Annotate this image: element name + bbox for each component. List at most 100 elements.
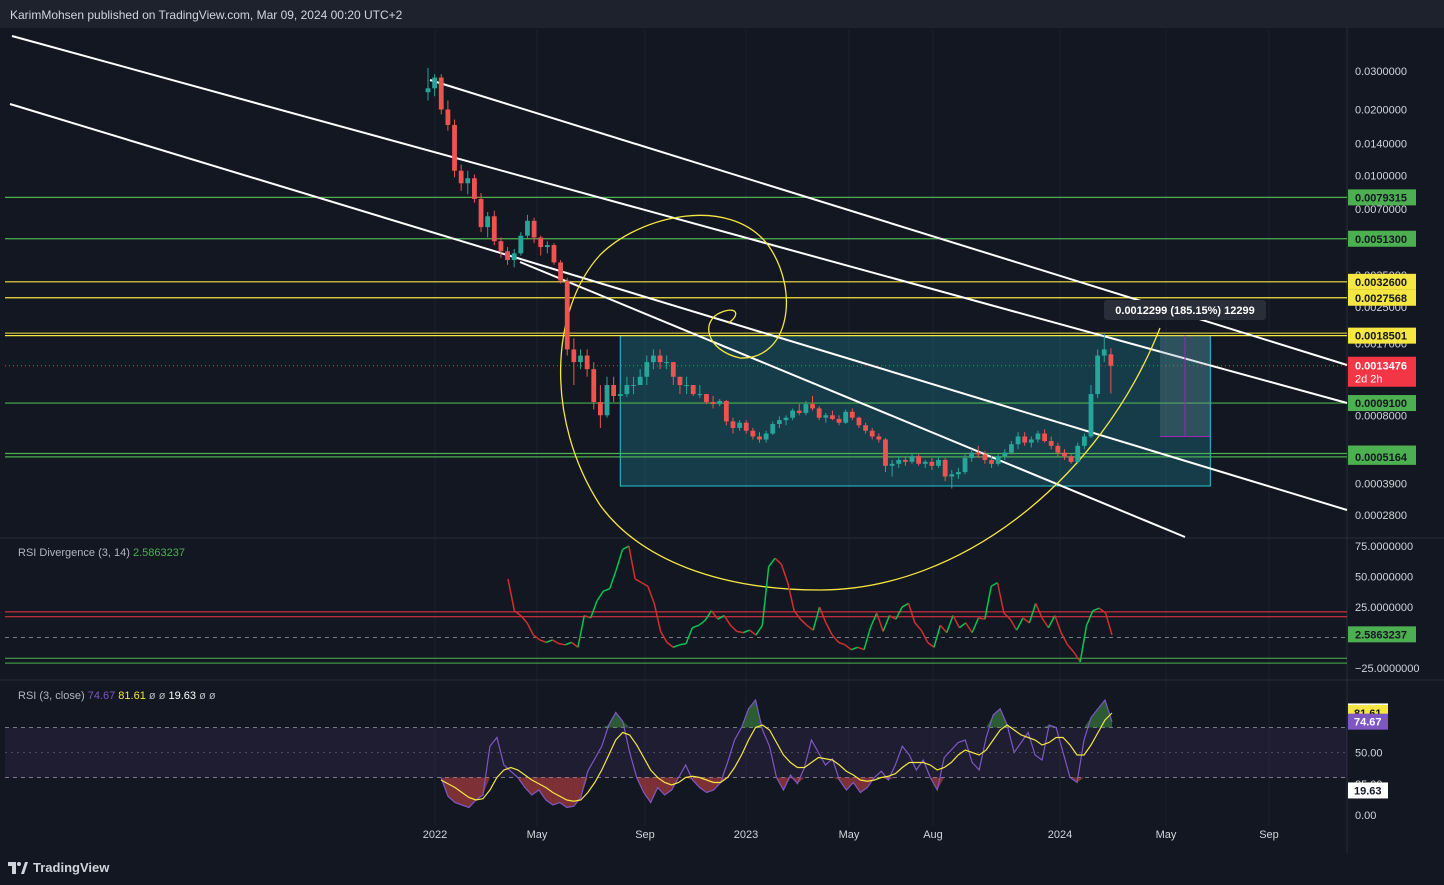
currency-button[interactable]: USDT — [1352, 32, 1432, 58]
candle — [690, 385, 696, 396]
rsi-div-segment — [755, 624, 763, 636]
price-tick-label: 0.0008000 — [1355, 410, 1407, 422]
rsi-div-segment — [647, 585, 655, 604]
rsi-overbought-fill — [1091, 708, 1099, 728]
level-tag-bg — [1348, 395, 1416, 412]
candle-body — [995, 456, 1001, 464]
rsi-div-segment — [641, 581, 649, 587]
candle — [1035, 430, 1041, 443]
candle — [730, 417, 736, 434]
close-label: C — [366, 36, 375, 48]
rsi-div-segment — [768, 557, 776, 568]
rsi-v7: ø — [208, 690, 216, 702]
rsi-v2: 81.61 — [118, 690, 146, 702]
candle — [889, 459, 895, 477]
price-tick-label: 0.0012000 — [1355, 372, 1407, 384]
candle-body — [750, 430, 756, 437]
candle — [677, 376, 683, 395]
candle — [1042, 429, 1047, 443]
candle-body — [518, 235, 524, 254]
candle-body — [1068, 456, 1074, 462]
candle-body — [538, 237, 544, 248]
rsi-div-segment — [914, 622, 922, 631]
candle-body — [1015, 436, 1021, 445]
rsi-oversold-fill — [475, 777, 483, 800]
candle — [757, 432, 762, 443]
candle-body — [902, 459, 908, 462]
candle-body — [425, 88, 431, 93]
rsi-overbought-fill — [1000, 708, 1008, 728]
candle-body — [485, 216, 491, 228]
candle — [1028, 436, 1034, 448]
candle-body — [982, 454, 988, 460]
candle — [644, 355, 650, 386]
last-price-countdown: 2d 2h — [1355, 374, 1383, 386]
candle — [949, 469, 955, 489]
candle — [472, 174, 477, 203]
rsi-oversold-fill — [671, 777, 679, 790]
candle-body — [551, 245, 557, 263]
rsi-div-segment — [812, 606, 821, 631]
candle — [657, 349, 663, 370]
rsi-div-segment — [1073, 651, 1081, 663]
tradingview-brand: TradingView — [33, 860, 110, 875]
rsi-divergence-pane: 75.0000000 50.0000000 25.0000000 −25.000000… — [5, 541, 1420, 675]
rsi-div-segment — [907, 603, 916, 624]
rsi-div-segment — [1003, 612, 1011, 620]
rsi-div-segment — [838, 641, 846, 646]
low-value: 0.0010051 — [311, 36, 364, 48]
candle — [803, 400, 809, 416]
rsi-div-segment — [958, 622, 967, 629]
candle-body — [491, 216, 497, 242]
candle — [737, 420, 743, 431]
rsi-div-segment — [577, 615, 586, 648]
candle-body — [617, 394, 623, 396]
rsi-div-segment — [634, 578, 642, 584]
rsi-overbought-fill — [608, 712, 616, 728]
candle — [1075, 442, 1081, 464]
rsi-oversold-fill — [657, 777, 665, 795]
rsi-oversold-fill — [531, 777, 539, 795]
candle — [1088, 385, 1094, 438]
candle — [425, 67, 431, 101]
candle-body — [922, 461, 928, 464]
rsi-div-segment — [564, 641, 572, 646]
candle-body — [956, 472, 961, 475]
last-price-value: 0.0013476 — [1355, 361, 1407, 373]
rsi-overbought-fill — [1007, 725, 1015, 728]
price-tick-label: 0.0050000 — [1355, 236, 1407, 248]
candle-body — [1028, 439, 1034, 443]
candle-body — [1101, 349, 1107, 356]
tradingview-logo[interactable]: TradingView — [8, 860, 109, 875]
candle — [942, 458, 948, 482]
candle-body — [1095, 355, 1101, 395]
candle — [571, 338, 577, 386]
candle-body — [1055, 445, 1061, 453]
rsi-div-segment — [933, 625, 942, 648]
rsi-div-tick: 25.0000000 — [1355, 602, 1413, 614]
candle — [1095, 349, 1101, 398]
price-tick-label: 0.0035000 — [1355, 270, 1407, 282]
candle-body — [916, 456, 922, 464]
rsi-div-segment — [793, 610, 802, 620]
candle — [982, 450, 988, 464]
candle — [856, 416, 862, 428]
price-tick-label: 0.0025000 — [1355, 302, 1407, 314]
level-tag-bg — [1348, 327, 1416, 344]
rsi-title: RSI (3, close) — [18, 690, 85, 702]
candle-body — [1035, 433, 1041, 440]
candle-body — [949, 474, 955, 477]
candle — [624, 376, 630, 397]
rsi-legend[interactable]: RSI (3, close) 74.67 81.61 ø ø 19.63 ø ø — [18, 690, 216, 702]
rsi-ma-line — [440, 712, 1113, 802]
symbol-legend[interactable]: SPELL / TetherUS, 1W, BINANCE O0.0015195… — [10, 36, 541, 48]
range-box — [619, 335, 1211, 487]
level-tag: 0.0009100 — [1348, 395, 1416, 412]
rsi-band-bg — [5, 727, 1347, 778]
candle — [783, 415, 789, 426]
rsi-div-segment — [526, 622, 535, 636]
candle — [1002, 449, 1008, 460]
candle-body — [717, 400, 723, 405]
rsi-div-legend[interactable]: RSI Divergence (3, 14) 2.5863237 — [18, 547, 185, 559]
